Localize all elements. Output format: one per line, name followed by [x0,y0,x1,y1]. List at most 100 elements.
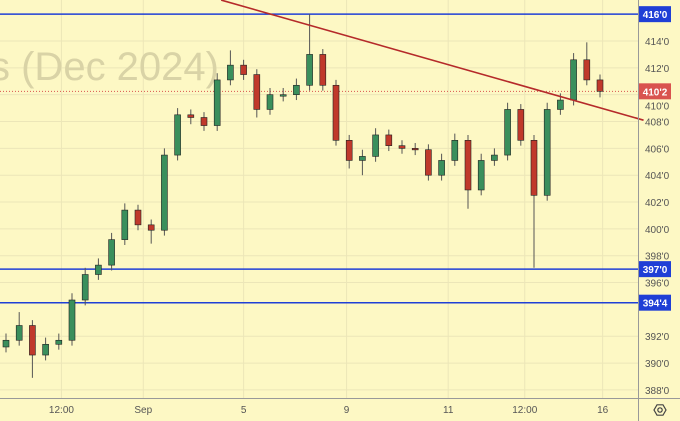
candle-body-up [42,343,49,356]
y-tick-label: 400'0 [645,225,670,236]
x-tick-label: Sep [134,405,152,416]
candle-body-down [530,140,538,196]
level-price-tag [639,261,671,278]
candle-body-up [213,79,221,126]
candle-body-up [438,160,445,176]
trendline-group[interactable] [220,0,644,121]
candle-body-up [121,209,129,240]
candle-body-down [596,79,604,92]
y-tick-label: 408'0 [645,118,670,129]
candle [240,59,247,80]
candle-body-down [253,74,261,110]
candle [438,153,445,181]
candle-body-down [517,109,525,141]
candle [108,232,115,271]
candle [2,333,10,353]
candle-body-up [55,339,63,345]
candle [411,142,419,156]
candle [385,129,393,152]
level-price-tag [639,6,671,23]
candle [81,267,89,306]
candle-body-up [477,160,485,191]
x-tick-label: 16 [597,405,609,416]
candle [293,78,300,101]
candle [174,108,181,161]
candle-body-down [583,59,591,81]
candle [543,102,551,201]
candle-body-down [345,140,353,161]
candle [359,149,366,176]
candle [42,337,49,361]
candle-body-up [2,339,10,348]
level-price-tag [639,294,671,311]
candle-body-down [425,149,432,176]
candle-body-up [161,154,168,231]
candle-body-down [398,145,406,149]
candle [161,148,168,236]
y-tick-label: 414'0 [645,37,670,48]
candle-body-up [95,264,102,275]
candle-body-up [81,274,89,301]
price-tags: 416'0 397'0 394'4 410'2 [639,6,671,311]
candle [372,128,379,162]
candle [345,134,353,169]
x-tick-label: 5 [241,405,247,416]
candle-body-up [266,94,274,110]
candle [306,14,313,91]
candle [147,219,155,244]
horizontal-levels[interactable] [0,13,638,304]
candle-body-up [359,156,366,161]
price-axis[interactable]: 414'0 412'0 410'0 408'0 406'0 404'0 402'0 400'0… [645,37,670,397]
candle-body-down [187,114,195,118]
candle-body-up [451,140,459,161]
candle [398,140,406,154]
x-tick-label: 12:00 [512,405,537,416]
y-tick-label: 390'0 [645,359,670,370]
candle-body-up [570,59,577,101]
candle [491,148,498,166]
candle-body-up [227,64,234,81]
candle [279,87,287,102]
grid [0,0,638,398]
candle-body-up [293,84,300,95]
candle-body-down [319,54,327,86]
settings-gear-icon[interactable] [653,404,667,416]
candle-body-down [385,134,393,146]
candle-body-up [15,325,23,341]
candle-body-down [411,148,419,151]
candle [213,73,221,131]
candle-body-down [240,64,247,75]
candle-body-up [68,299,76,341]
trendline[interactable] [220,0,644,121]
candle [570,53,577,106]
candle [68,293,76,346]
candle-body-up [504,109,511,156]
last-price-label: 410'2 [643,87,668,98]
candle-body-up [557,99,564,110]
candle-body-down [464,140,472,191]
candle-body-down [29,325,36,356]
candle-body-up [372,134,379,157]
candle-body-up [491,154,498,161]
candle [425,144,432,181]
candle-body-up [174,114,181,156]
candle [583,42,591,86]
y-tick-label: 388'0 [645,386,670,397]
y-tick-label: 412'0 [645,64,670,75]
candle [121,203,129,245]
candle-body-down [200,117,208,126]
candle-body-up [279,94,287,97]
time-axis[interactable]: 12:00 Sep 5 9 11 12:00 16 [49,405,609,416]
candle [15,312,23,346]
candle [253,69,261,118]
candle [95,258,102,280]
candle [332,79,340,146]
x-tick-label: 12:00 [49,405,74,416]
level-price-label: 397'0 [643,265,668,276]
y-tick-label: 406'0 [645,144,670,155]
candle [227,50,234,86]
candle [134,204,142,231]
candle [200,112,208,131]
watermark: s (Dec 2024) [0,45,219,89]
